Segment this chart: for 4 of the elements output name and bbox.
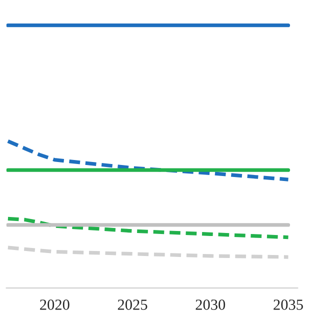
x-tick-label: 2030	[196, 300, 226, 310]
x-tick-label: 2025	[118, 300, 148, 310]
x-tick-label: 2035	[274, 300, 303, 310]
x-tick-label: 2020	[40, 300, 70, 310]
